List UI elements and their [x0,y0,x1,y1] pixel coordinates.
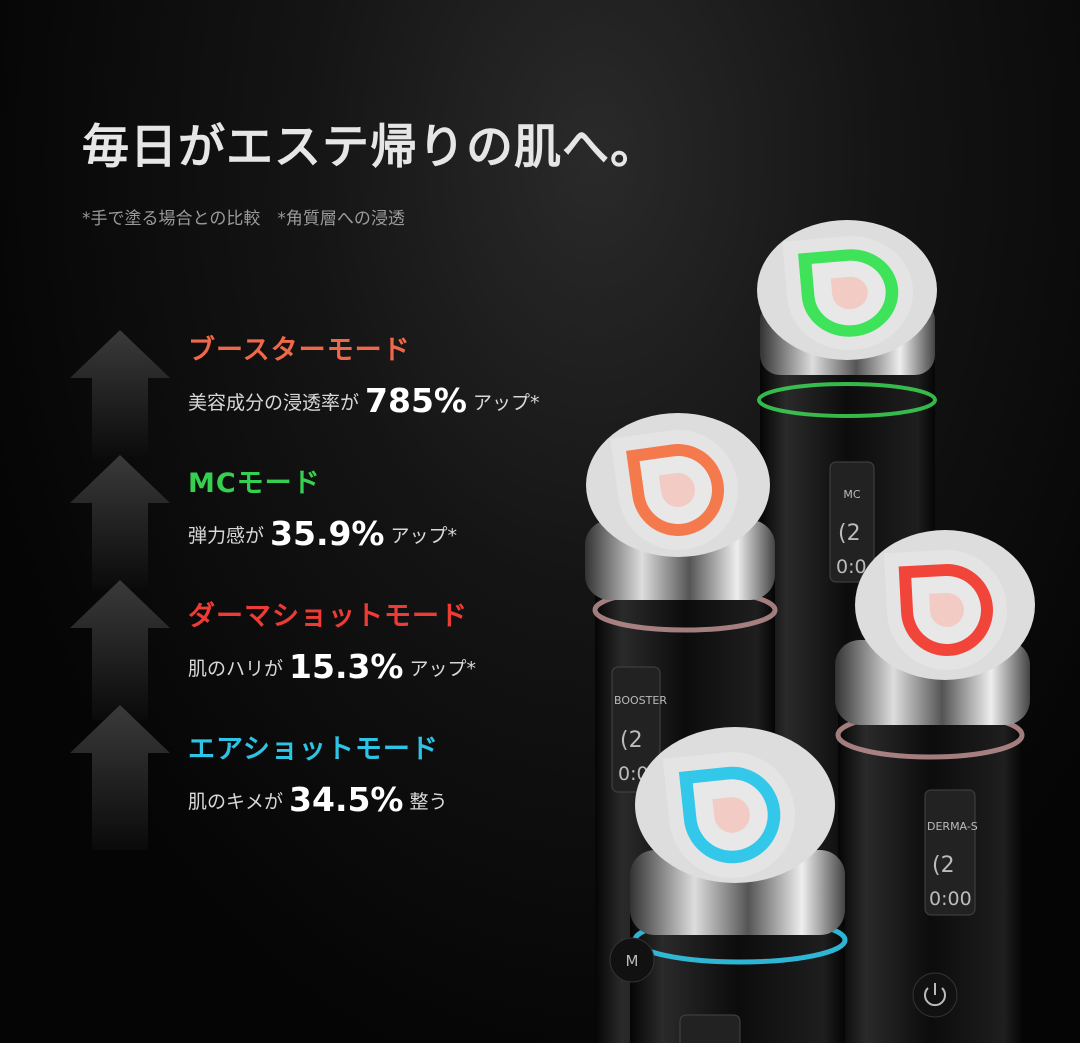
mode-title: ダーマショットモード [188,601,468,632]
device-airshot: M [609,727,848,1043]
mode-suffix: 整う [409,791,448,813]
mode-desc: 肌のキメが [188,791,284,813]
screen-level: (2 [838,521,861,546]
screen-label: BOOSTER [614,694,667,707]
headline: 毎日がエステ帰りの肌へ。 [82,120,658,175]
screen-timer: 0:00 [929,888,972,910]
device-screen [829,461,875,583]
arrow-icon [70,705,170,850]
arrow-icon [70,455,170,590]
mode-desc: 肌のハリが [188,658,284,680]
power-icon[interactable] [912,972,958,1018]
mode-title: エアショットモード [188,734,439,765]
device-screen [924,789,976,916]
mode-title: ブースターモード [188,335,411,366]
mode-value: 34.5% [289,780,404,819]
device-screen [611,666,661,793]
mode-value: 15.3% [289,647,404,686]
screen-level: (2 [932,853,955,878]
mode-desc: 美容成分の浸透率が [188,392,360,414]
mode-value: 785% [365,381,467,420]
mode-button[interactable]: M [609,937,655,983]
mode-airshot: エアショットモード 肌のキメが 34.5% 整う [188,727,448,819]
screen-label: MC [843,488,860,501]
mode-desc: 弾力感が [188,525,265,547]
mode-suffix: アップ* [409,658,477,680]
mode-title: MCモード [188,468,321,499]
svg-text:M: M [626,952,639,970]
mode-dermashot: ダーマショットモード 肌のハリが 15.3% アップ* [188,594,476,686]
screen-label: DERMA-S [927,820,978,833]
screen-timer: 0:0 [836,556,867,578]
arrow-icon [70,330,170,460]
up-arrows-icon [70,330,170,850]
footnote: *手で塗る場合との比較 *角質層への浸透 [82,209,405,229]
device-dermashot: DERMA-S (2 0:00 [835,530,1035,1043]
mode-mc: MCモード 弾力感が 35.9% アップ* [188,461,457,553]
device-screen [679,1014,741,1043]
arrow-icon [70,580,170,720]
mode-suffix: アップ* [472,392,540,414]
mode-value: 35.9% [270,514,385,553]
mode-booster: ブースターモード 美容成分の浸透率が 785% アップ* [188,328,539,420]
screen-level: (2 [620,728,643,753]
mode-suffix: アップ* [390,525,458,547]
